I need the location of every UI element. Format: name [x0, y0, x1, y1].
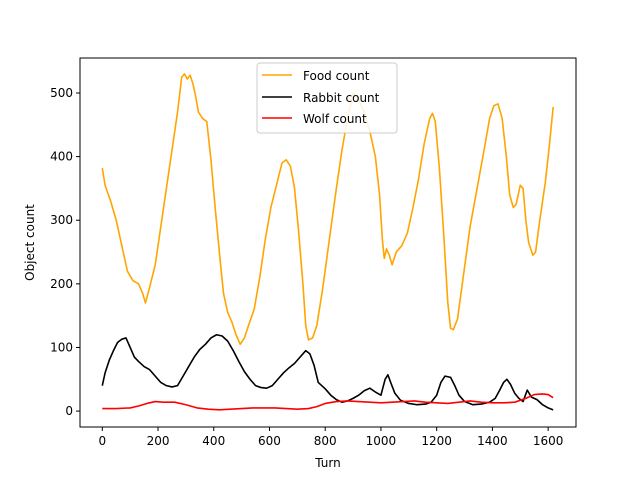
rabbit-count-line [101, 333, 554, 411]
y-tick-label: 200 [50, 277, 73, 291]
legend-label-wolf: Wolf count [303, 112, 367, 126]
x-tick-label: 800 [314, 434, 337, 448]
x-tick-label: 1000 [366, 434, 397, 448]
x-axis-label: Turn [314, 456, 340, 470]
x-tick-label: 1600 [533, 434, 564, 448]
y-axis-ticks: 0 100 200 300 400 500 [50, 86, 80, 418]
x-tick-label: 0 [98, 434, 106, 448]
legend-label-food: Food count [303, 69, 370, 83]
y-tick-label: 0 [65, 404, 73, 418]
food-count-line [101, 73, 554, 346]
legend-label-rabbit: Rabbit count [303, 91, 380, 105]
y-tick-label: 100 [50, 340, 73, 354]
y-tick-label: 500 [50, 86, 73, 100]
y-tick-label: 300 [50, 213, 73, 227]
y-axis-label: Object count [23, 204, 37, 281]
legend: Food count Rabbit count Wolf count [256, 62, 398, 134]
x-tick-label: 600 [258, 434, 281, 448]
x-tick-label: 1200 [421, 434, 452, 448]
x-axis-ticks: 0 200 400 600 800 1000 1200 1400 1600 [98, 427, 563, 448]
y-tick-label: 400 [50, 150, 73, 164]
x-tick-label: 400 [202, 434, 225, 448]
wolf-count-line [102, 393, 554, 411]
plot-lines [101, 73, 554, 411]
axes-frame [79, 57, 577, 428]
legend-box [256, 62, 398, 134]
x-tick-label: 200 [147, 434, 170, 448]
x-tick-label: 1400 [477, 434, 508, 448]
